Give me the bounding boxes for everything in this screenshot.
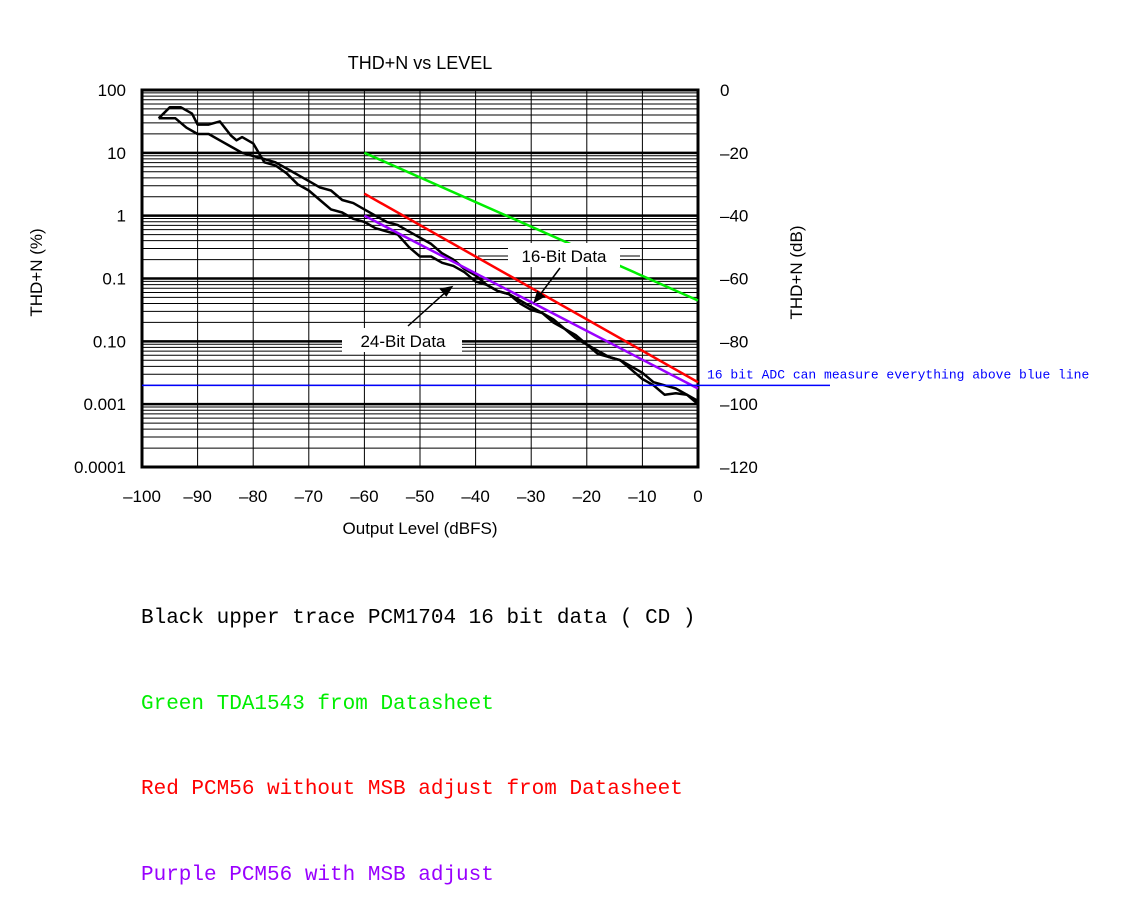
y-axis-label-left: THD+N (%) (27, 228, 46, 316)
series-line-1 (158, 117, 699, 406)
y-right-tick-label: –120 (720, 458, 758, 477)
chart-grid (142, 90, 698, 467)
y-right-tick-label: –100 (720, 395, 758, 414)
x-tick-label: –10 (628, 487, 656, 506)
x-tick-label: –50 (406, 487, 434, 506)
annotation-arrow-24 (407, 288, 450, 327)
y-left-tick-label: 0.10 (93, 332, 126, 351)
x-axis-label: Output Level (dBFS) (343, 519, 498, 538)
y-left-tick-label: 0.1 (102, 270, 126, 289)
y-right-tick-label: –60 (720, 270, 748, 289)
annotation-arrowhead-16 (533, 290, 546, 304)
thd-chart: THD+N vs LEVEL –100 –90 –80 –70 –60 –50 –40 –30… (27, 53, 1089, 538)
legend-item-black: Black upper trace PCM1704 16 bit data ( … (141, 607, 696, 630)
legend: Black upper trace PCM1704 16 bit data ( … (141, 548, 696, 919)
annotation-bg-16 (508, 243, 620, 267)
series-line-3 (363, 192, 699, 384)
y-left-tick-label: 1 (117, 207, 126, 226)
y-left-tick-label: 0.0001 (74, 458, 126, 477)
plot-frame (140, 88, 700, 469)
annotation-bg-24 (342, 328, 462, 352)
y-right-tick-label: 0 (720, 81, 729, 100)
x-tick-label: –30 (517, 487, 545, 506)
y-right-tick-label: –20 (720, 144, 748, 163)
x-tick-label: –40 (461, 487, 489, 506)
reference-line-label: 16 bit ADC can measure everything above … (707, 367, 1089, 382)
x-tick-label: 0 (693, 487, 702, 506)
series-line-4 (363, 214, 699, 390)
x-tick-label: –20 (573, 487, 601, 506)
y-left-tick-label: 0.001 (83, 395, 126, 414)
legend-item-green: Green TDA1543 from Datasheet (141, 692, 494, 716)
x-tick-label: –60 (350, 487, 378, 506)
y-right-tick-label: –80 (720, 332, 748, 351)
y-right-tick-label: –40 (720, 207, 748, 226)
x-tick-label: –70 (295, 487, 323, 506)
chart-title: THD+N vs LEVEL (348, 53, 493, 73)
annotation-arrowhead-24 (439, 285, 454, 297)
legend-item-red: Red PCM56 without MSB adjust from Datash… (141, 778, 683, 801)
series-line-0 (157, 106, 699, 403)
y-left-tick-label: 100 (98, 81, 126, 100)
series-line-2 (363, 151, 699, 302)
x-tick-label: –100 (123, 487, 161, 506)
y-left-tick-label: 10 (107, 144, 126, 163)
annotation-16-bit: 16-Bit Data (521, 247, 607, 266)
x-tick-label: –80 (239, 487, 267, 506)
x-tick-label: –90 (183, 487, 211, 506)
annotation-24-bit: 24-Bit Data (360, 332, 446, 351)
y-axis-label-right: THD+N (dB) (787, 226, 806, 320)
legend-item-purple: Purple PCM56 with MSB adjust (141, 863, 494, 887)
